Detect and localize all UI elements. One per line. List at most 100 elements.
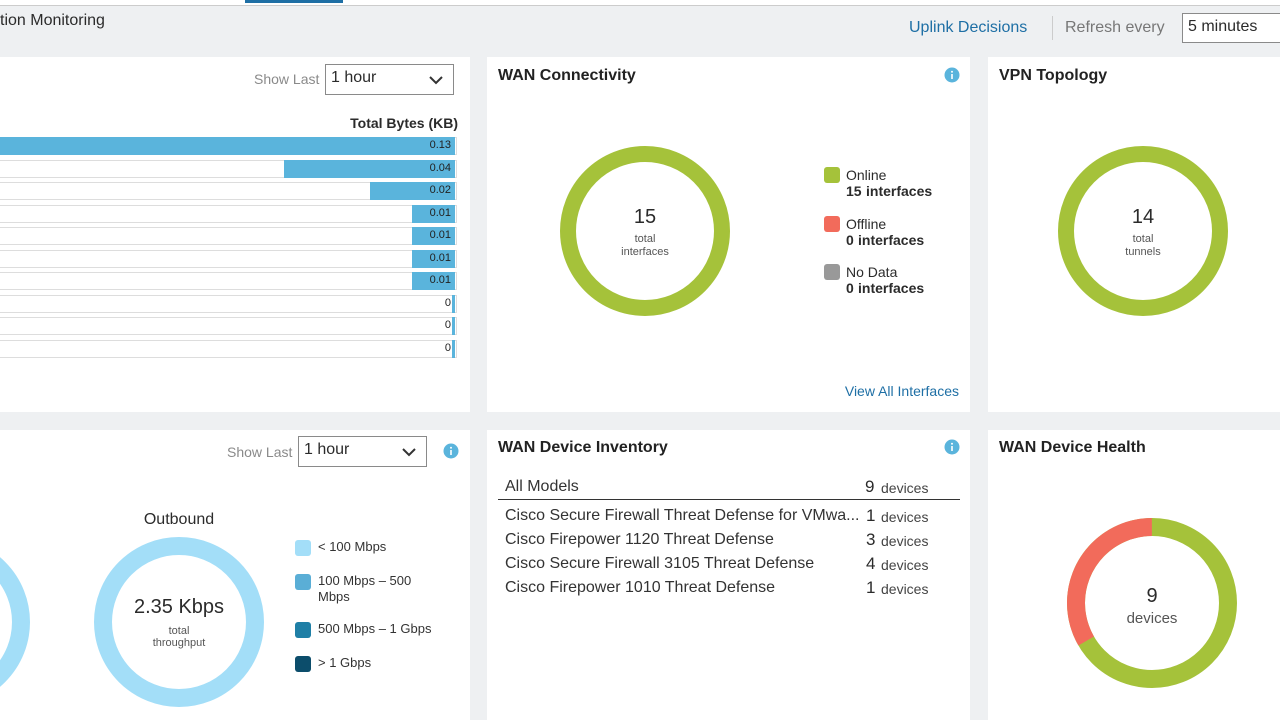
bar-value: 0.01 (429, 251, 451, 264)
bar-track (0, 339, 457, 358)
health-panel: WAN Device Health 9 devices (988, 430, 1280, 720)
legend-name: > 1 Gbps (318, 655, 372, 670)
device-unit: devices (881, 581, 929, 597)
column-header: Total Bytes (KB) (350, 115, 458, 131)
legend-swatch (295, 574, 311, 590)
donut-label: devices (1126, 610, 1178, 627)
device-count: 1 (866, 506, 876, 525)
donut-total: 15 (633, 206, 657, 228)
donut-label: total (1132, 233, 1154, 245)
wan-connectivity-panel: WAN Connectivity 15 total interfaces Vie… (487, 57, 970, 412)
info-icon[interactable] (944, 67, 960, 83)
inventory-panel: WAN Device Inventory All Models 9 device… (487, 430, 970, 720)
legend-name: 100 Mbps – 500 Mbps (318, 573, 412, 604)
bar-track (0, 294, 457, 313)
donut-total: 9 (1146, 585, 1158, 607)
device-count: 9 (865, 477, 875, 496)
bar-track (0, 182, 457, 200)
bar-track (0, 204, 457, 223)
legend-name: < 100 Mbps (318, 539, 387, 554)
bar-value: 0.13 (429, 139, 451, 151)
legend-name: Offline (846, 215, 887, 232)
bar-value: 0 (444, 296, 451, 309)
model-name: Cisco Secure Firewall 3105 Threat Defens… (505, 555, 815, 572)
view-all-link[interactable]: View All Interfaces (844, 383, 959, 399)
donut (560, 146, 730, 316)
panel-title: VPN Topology (999, 67, 1108, 84)
bar-track (0, 227, 457, 245)
legend-swatch (295, 540, 311, 556)
bar (412, 249, 455, 268)
panel-title: WAN Device Health (999, 439, 1146, 456)
bar (452, 339, 455, 358)
donut-label: interfaces (621, 246, 669, 258)
model-name: Cisco Firepower 1120 Threat Defense (505, 531, 774, 548)
bar (0, 137, 455, 155)
traffic-panel: Show Last 1 hour Total Bytes (KB) 0.13 0.… (0, 57, 470, 412)
divider (1052, 16, 1053, 40)
device-unit: devices (881, 533, 929, 549)
refresh-select[interactable]: 5 minutes (1182, 13, 1280, 43)
legend-unit: interfaces (858, 280, 925, 296)
bar-track (0, 159, 457, 178)
bar (412, 227, 455, 245)
legend-count: 0 (846, 280, 854, 296)
bar-track (0, 272, 457, 290)
legend-unit: interfaces (866, 183, 933, 199)
legend-swatch (824, 215, 840, 232)
model-name: Cisco Firepower 1010 Threat Defense (505, 579, 776, 596)
donut-label: total (634, 233, 656, 245)
bar-value: 0.01 (429, 274, 451, 286)
donut (1058, 146, 1228, 316)
panel-title: WAN Device Inventory (498, 439, 668, 456)
bar-value: 0.02 (429, 184, 451, 196)
legend-count: 0 (846, 231, 854, 248)
info-icon[interactable] (443, 443, 459, 459)
legend-unit: interfaces (858, 231, 925, 248)
donut-title: Outbound (143, 511, 215, 528)
outbound-ring (94, 537, 264, 707)
info-icon[interactable] (944, 439, 960, 455)
bar-value: 0.04 (429, 161, 451, 174)
page-title: tion Monitoring (0, 12, 105, 29)
donut-segment (560, 146, 730, 316)
device-unit: devices (881, 509, 929, 525)
bar-value: 0.01 (429, 206, 451, 219)
device-unit: devices (881, 557, 929, 573)
show-last-label: Show Last (254, 71, 320, 87)
donut-label: tunnels (1125, 246, 1161, 258)
vpn-topology-panel: VPN Topology 14 total tunnels (988, 57, 1280, 412)
chevron (429, 76, 443, 85)
legend-swatch (295, 622, 311, 638)
bar (452, 317, 455, 335)
device-count: 4 (866, 554, 876, 573)
legend-name: Online (846, 167, 887, 183)
model-name: Cisco Secure Firewall Threat Defense for… (505, 507, 860, 524)
donut-total: 14 (1131, 206, 1155, 228)
panel-title: WAN Connectivity (498, 67, 636, 84)
bar-value: 0 (444, 341, 451, 354)
uplink-link[interactable]: Uplink Decisions (909, 19, 1028, 36)
bar-value: 0.01 (429, 229, 451, 241)
bar-track (0, 249, 457, 268)
active-tab[interactable] (245, 0, 343, 3)
bar (412, 272, 455, 290)
legend-swatch (295, 656, 311, 672)
legend-name: 500 Mbps – 1 Gbps (318, 621, 432, 636)
legend-name: No Data (846, 264, 898, 280)
all-models: All Models (505, 478, 579, 495)
show-last-label: Show Last (227, 444, 293, 460)
device-count: 1 (866, 578, 876, 597)
bar (284, 159, 455, 178)
legend-swatch (824, 264, 840, 280)
donut-segment (1058, 146, 1228, 316)
inbound-ring (0, 557, 30, 687)
bar (452, 294, 455, 313)
bar-track (0, 317, 457, 335)
divider (498, 499, 960, 500)
device-count: 3 (866, 530, 876, 549)
legend-swatch (824, 167, 840, 183)
throughput-donuts (0, 537, 264, 707)
device-unit: devices (881, 480, 929, 496)
